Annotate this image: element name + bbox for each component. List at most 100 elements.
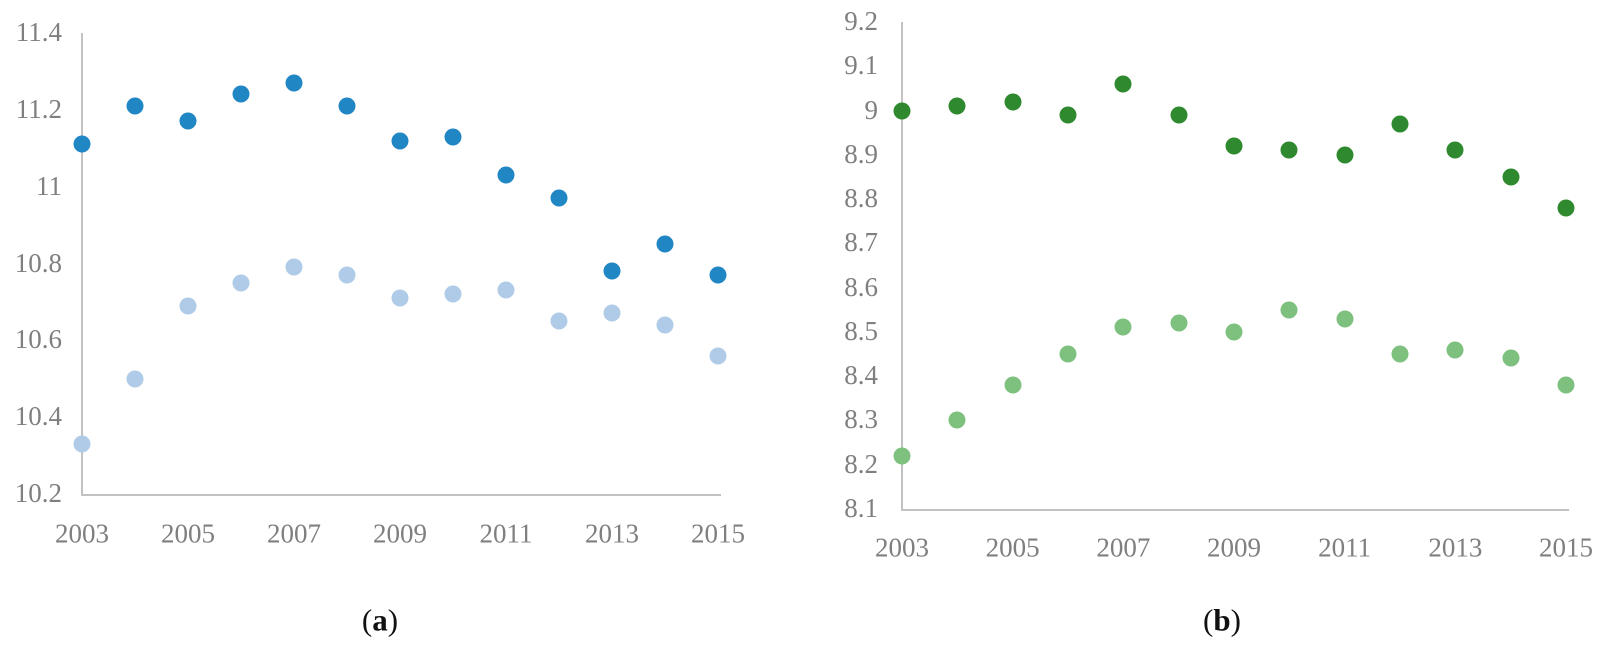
x-tick-label: 2003 [55,518,109,549]
data-point-lower-light-blue [550,312,568,330]
x-tick-label: 2013 [1428,532,1483,563]
data-point-lower-light-green [1391,345,1409,363]
y-axis-line [901,22,903,511]
x-tick-label: 2013 [585,518,639,549]
y-tick-label: 10.8 [14,247,62,278]
caption-b-letter: b [1213,602,1231,638]
data-point-lower-light-green [1280,301,1298,319]
data-point-lower-light-green [1225,323,1243,341]
caption-a-letter: a [372,602,388,638]
y-tick-label: 8.5 [844,315,878,346]
data-point-upper-dark-blue [603,262,621,280]
x-tick-label: 2007 [1096,532,1151,563]
x-tick-label: 2011 [1318,532,1372,563]
data-point-lower-light-blue [285,258,303,276]
data-point-lower-light-blue [709,347,727,365]
y-tick-label: 11.2 [15,93,62,124]
y-tick-label: 9.2 [844,5,878,36]
x-tick-label: 2007 [267,518,321,549]
data-point-upper-dark-green [1170,106,1188,124]
y-axis-line [81,33,83,496]
x-tick-label: 2009 [1207,532,1261,563]
y-tick-label: 8.2 [844,448,878,479]
data-point-upper-dark-blue [391,132,409,150]
data-point-lower-light-blue [179,297,197,315]
data-point-lower-light-blue [656,316,674,334]
data-point-lower-light-green [1059,345,1077,363]
data-point-upper-dark-blue [179,112,197,130]
y-tick-label: 8.6 [844,271,878,302]
caption-b-paren-open: ( [1203,602,1214,638]
data-point-lower-light-green [1502,349,1520,367]
data-point-upper-dark-green [893,102,911,120]
caption-a-paren-close: ) [387,602,399,638]
data-point-lower-light-green [1170,314,1188,332]
data-point-upper-dark-blue [232,85,250,103]
data-point-upper-dark-green [1391,115,1409,133]
x-tick-label: 2005 [161,518,215,549]
caption-b-paren-close: ) [1230,602,1241,638]
x-tick-label: 2009 [373,518,427,549]
data-point-lower-light-green [1557,376,1575,394]
y-tick-label: 9.1 [844,50,878,81]
data-point-upper-dark-green [1557,199,1575,217]
x-axis-line [901,509,1569,511]
caption-a-paren-open: ( [361,602,373,638]
y-tick-label: 8.4 [844,360,878,391]
data-point-lower-light-green [1004,376,1022,394]
x-tick-label: 2011 [479,518,533,549]
x-tick-label: 2003 [875,532,929,563]
caption-b: (b) [1203,605,1241,636]
data-point-lower-light-blue [391,289,409,307]
data-point-lower-light-green [1114,318,1132,336]
x-axis-line [81,494,721,496]
y-tick-label: 8.1 [844,492,878,523]
data-point-upper-dark-green [1336,146,1354,164]
data-point-upper-dark-green [1446,141,1464,159]
data-point-upper-dark-blue [550,189,568,207]
y-tick-label: 9 [864,94,879,125]
data-point-upper-dark-blue [444,128,462,146]
data-point-lower-light-blue [73,435,91,453]
x-tick-label: 2015 [1539,532,1593,563]
data-point-lower-light-green [1446,341,1464,359]
data-point-upper-dark-blue [656,235,674,253]
data-point-lower-light-blue [338,266,356,284]
y-tick-label: 8.3 [844,404,878,435]
data-point-lower-light-green [893,447,911,465]
y-tick-label: 8.7 [844,227,878,258]
data-point-lower-light-blue [497,281,515,299]
data-point-upper-dark-green [948,97,966,115]
data-point-lower-light-blue [603,304,621,322]
caption-a: (a) [362,605,398,636]
y-tick-label: 8.8 [844,183,878,214]
y-tick-label: 11.4 [15,16,62,47]
data-point-upper-dark-blue [338,97,356,115]
y-tick-label: 11 [36,170,62,201]
data-point-lower-light-green [948,411,966,429]
data-point-upper-dark-green [1004,93,1022,111]
data-point-upper-dark-green [1502,168,1520,186]
data-point-upper-dark-blue [73,135,91,153]
data-point-upper-dark-green [1114,75,1132,93]
data-point-upper-dark-blue [285,74,303,92]
x-tick-label: 2005 [985,532,1040,563]
data-point-lower-light-blue [126,370,144,388]
data-point-lower-light-blue [444,285,462,303]
y-tick-label: 8.9 [844,138,878,169]
data-point-upper-dark-green [1059,106,1077,124]
y-tick-label: 10.4 [14,401,62,432]
x-tick-label: 2015 [691,518,745,549]
data-point-upper-dark-blue [709,266,727,284]
y-tick-label: 10.2 [14,477,62,508]
y-tick-label: 10.6 [14,324,62,355]
data-point-lower-light-green [1336,310,1354,328]
data-point-upper-dark-blue [126,97,144,115]
data-point-lower-light-blue [232,274,250,292]
data-point-upper-dark-blue [497,166,515,184]
data-point-upper-dark-green [1225,137,1243,155]
data-point-upper-dark-green [1280,141,1298,159]
